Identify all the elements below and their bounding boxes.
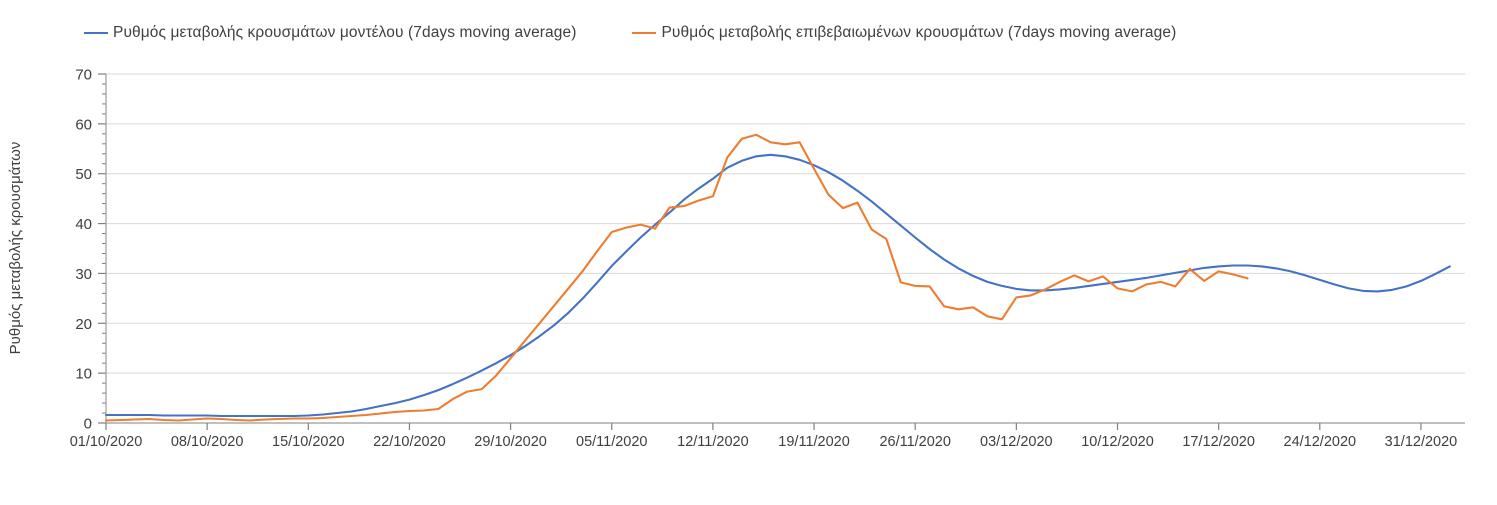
chart-legend: Ρυθμός μεταβολής κρουσμάτων μοντέλου (7d…	[84, 24, 1176, 42]
x-tick-label: 19/11/2020	[778, 434, 850, 450]
legend-item-model[interactable]: Ρυθμός μεταβολής κρουσμάτων μοντέλου (7d…	[84, 24, 576, 42]
x-tick-label: 10/12/2020	[1081, 434, 1154, 450]
legend-marker-model-line-icon	[84, 32, 108, 34]
x-tick-label: 03/12/2020	[980, 434, 1053, 450]
y-tick-label: 0	[84, 416, 92, 433]
x-tick-label: 17/12/2020	[1182, 434, 1255, 450]
legend-label-model: Ρυθμός μεταβολής κρουσμάτων μοντέλου (7d…	[113, 24, 577, 41]
legend-marker-confirmed-line-icon	[632, 32, 657, 34]
x-tick-label: 01/10/2020	[70, 434, 143, 450]
y-tick-label: 20	[75, 316, 92, 333]
confirmed-series-line[interactable]	[104, 133, 1249, 422]
x-tick-label: 26/11/2020	[879, 434, 951, 450]
y-tick-label: 10	[75, 366, 92, 383]
model-series-line[interactable]	[104, 153, 1451, 418]
x-tick-label: 15/10/2020	[272, 434, 345, 450]
y-tick-label: 50	[75, 166, 92, 183]
x-tick-label: 22/10/2020	[373, 434, 446, 450]
y-axis-title: Ρυθμός μεταβολής κρουσμάτων	[7, 142, 24, 355]
y-tick-label: 30	[75, 266, 92, 283]
x-tick-label: 12/11/2020	[677, 434, 749, 450]
y-tick-label: 40	[75, 216, 92, 233]
x-tick-label: 05/11/2020	[576, 434, 648, 450]
y-tick-label: 60	[75, 116, 92, 133]
legend-item-confirmed[interactable]: Ρυθμός μεταβολής επιβεβαιωμένων κρουσμάτ…	[632, 24, 1176, 42]
x-tick-label: 31/12/2020	[1385, 434, 1458, 450]
legend-label-confirmed: Ρυθμός μεταβολής επιβεβαιωμένων κρουσμάτ…	[661, 24, 1177, 41]
x-tick-label: 24/12/2020	[1284, 434, 1357, 450]
y-tick-label: 70	[75, 67, 92, 84]
x-tick-label: 08/10/2020	[171, 434, 244, 450]
x-tick-label: 29/10/2020	[474, 434, 547, 450]
